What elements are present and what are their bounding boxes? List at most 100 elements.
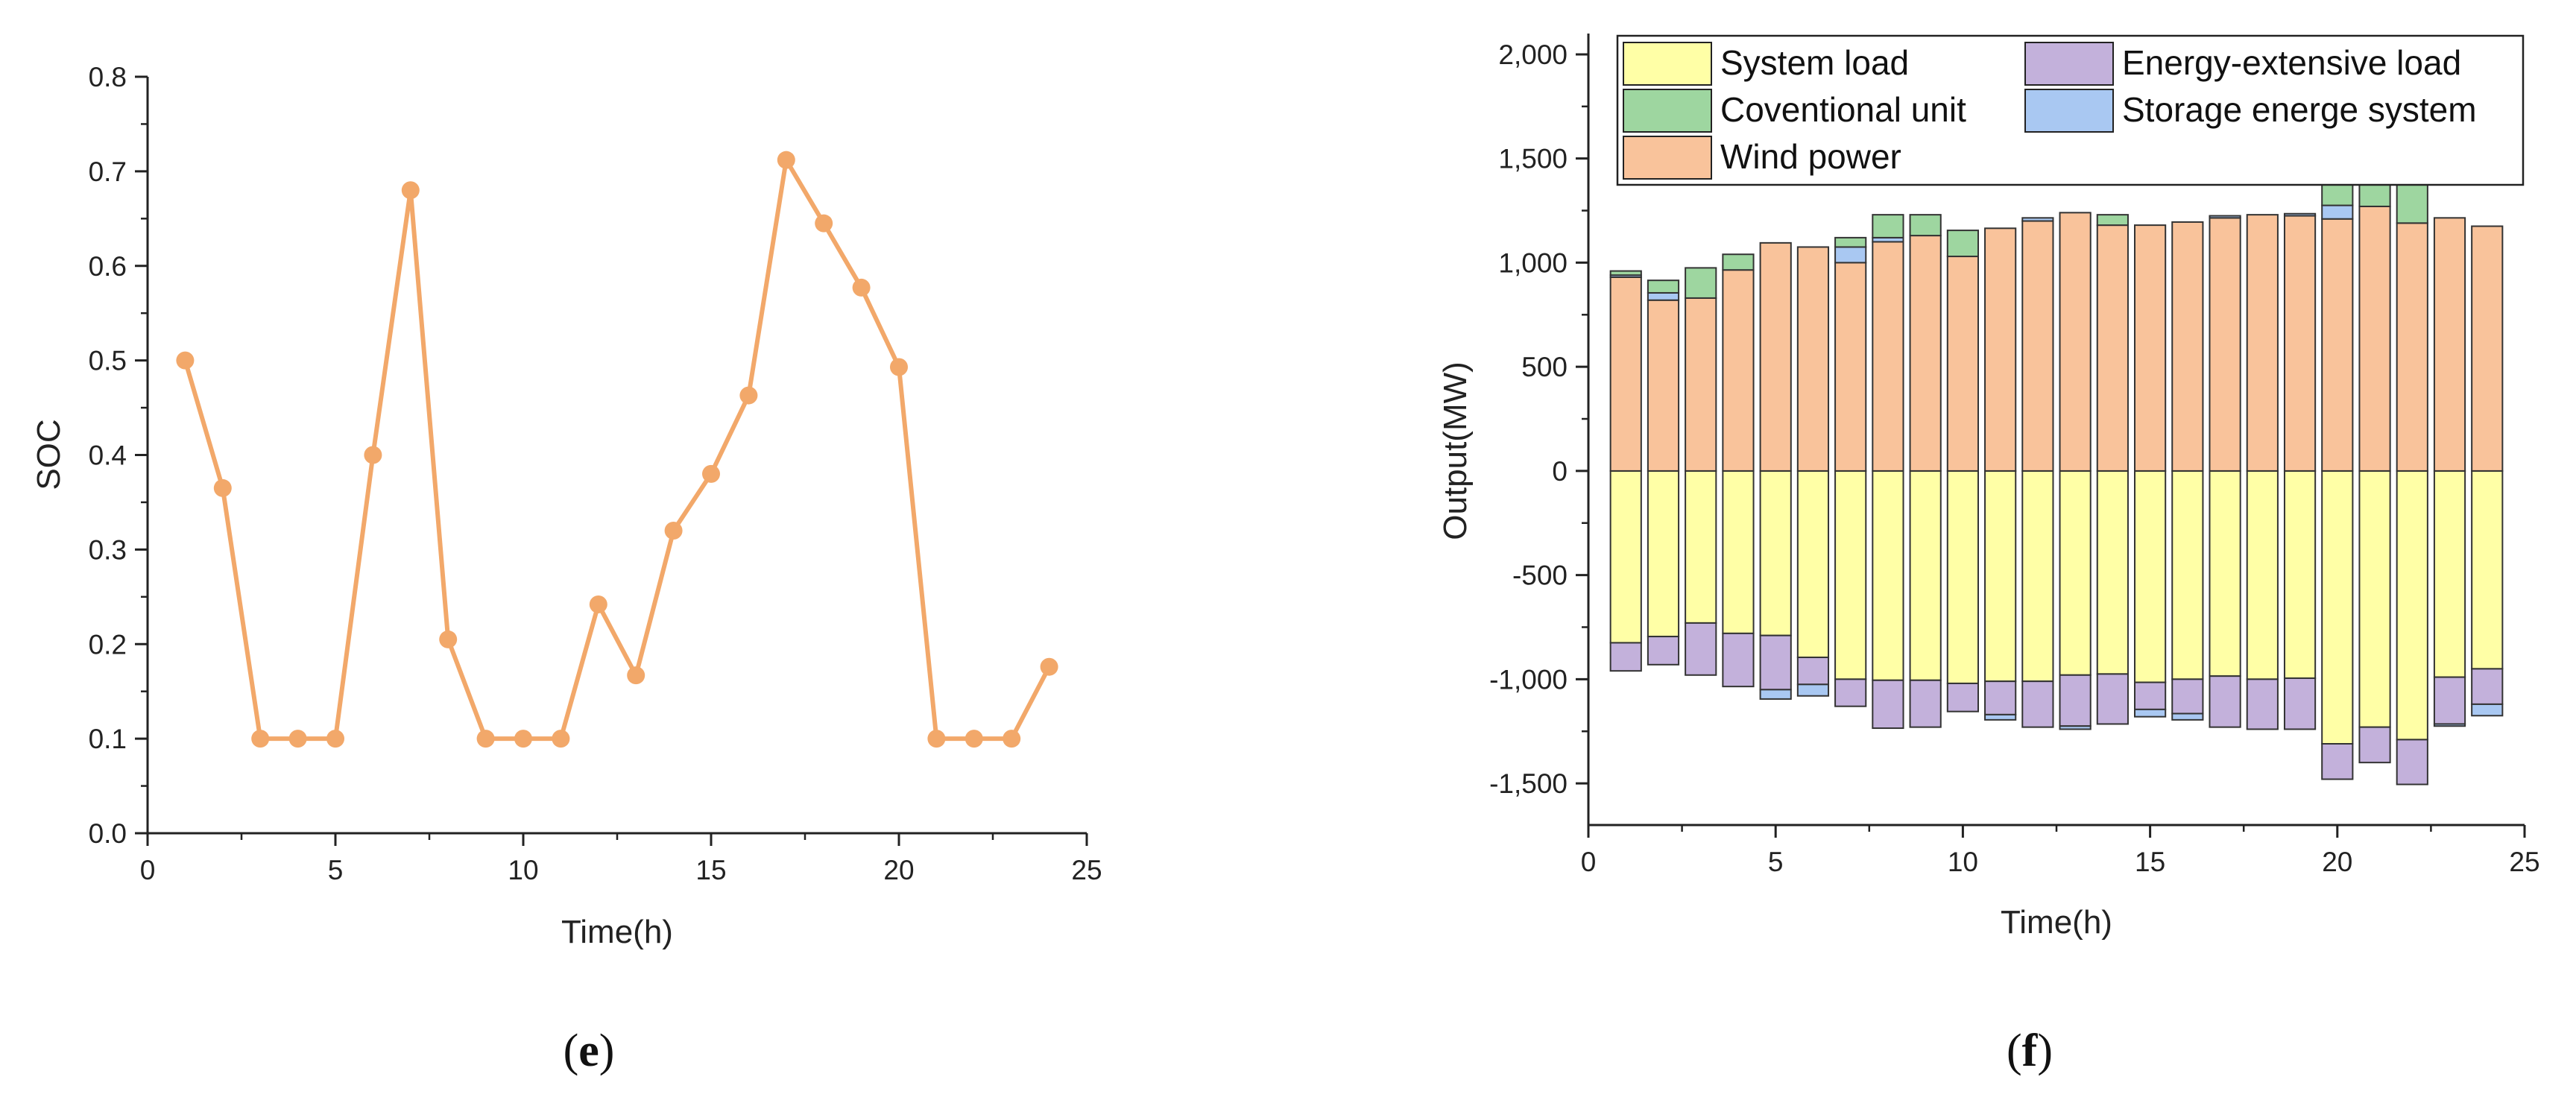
legend-swatch-conventional-unit [1623,89,1712,133]
output-y-tick-label: 1,500 [1498,144,1568,174]
bar-system-load [1984,470,2017,683]
bar-energy-extensive-load [2171,678,2204,715]
bar-system-load [2209,470,2241,677]
caption-f: (f) [2007,1026,2053,1076]
bar-system-load [2059,470,2092,676]
caption-e-close: ) [599,1026,615,1076]
bar-energy-extensive-load [2059,674,2092,727]
legend-label-system-load: System load [1720,43,1909,82]
bar-system-load [2021,470,2054,683]
output-x-tick-label: 10 [1948,847,1978,877]
caption-f-open: ( [2007,1026,2022,1076]
output-x-tick-label: 5 [1768,847,1784,877]
bar-system-load [1872,470,1904,681]
soc-point [739,386,758,405]
soc-series-line [183,157,1052,742]
bar-storage-energe-system [2433,723,2466,727]
bar-system-load [2358,470,2391,728]
soc-y-tick-label: 0.5 [89,346,127,376]
soc-point [326,730,344,748]
bar-energy-extensive-load [1609,642,1642,672]
soc-y-tick-label: 0.7 [89,157,127,187]
bar-coventional-unit [2096,214,2129,227]
soc-x-tick-label: 20 [883,855,914,885]
soc-point [664,522,683,540]
bar-energy-extensive-load [1909,679,1942,728]
bar-system-load [2396,470,2428,741]
soc-x-tick-label: 5 [328,855,344,885]
bar-coventional-unit [1722,253,1755,271]
output-x-ticks: 0 5 10 15 20 25 [1581,825,2540,877]
legend-swatch-energy-extensive-load [2024,42,2114,86]
bar-storage-energe-system [2471,703,2504,717]
soc-point [702,464,720,483]
soc-point [213,478,232,497]
bar-storage-energe-system [2171,712,2204,721]
soc-point [852,278,871,297]
bar-storage-energe-system [1759,689,1792,700]
output-x-tick-label: 15 [2135,847,2165,877]
soc-y-tick-label: 0.4 [89,440,127,471]
panel-f-output-chart: -1,500 -1,000 -500 0 500 1,000 1,500 2,000 0 5 10… [1437,34,2540,941]
legend-label-energy-extensive-load: Energy-extensive load [2122,43,2461,82]
bar-energy-extensive-load [1872,679,1904,730]
bar-system-load [2321,470,2354,745]
bar-energy-extensive-load [1722,632,1755,688]
bar-energy-extensive-load [1834,678,1867,707]
soc-x-tick-label: 25 [1071,855,1102,885]
bar-wind-power [2358,205,2391,472]
bar-coventional-unit [1647,279,1680,294]
bar-system-load [2134,470,2167,683]
bar-storage-energe-system [1647,291,1680,301]
bar-coventional-unit [1909,214,1942,237]
bar-energy-extensive-load [2396,739,2428,786]
soc-point [777,151,795,169]
caption-f-close: ) [2037,1026,2053,1076]
soc-point [1003,730,1021,748]
bar-system-load [1834,470,1867,680]
soc-x-ticks: 0 5 10 15 20 25 [140,833,1102,885]
soc-y-tick-label: 0.2 [89,629,127,660]
bar-system-load [2283,470,2317,679]
bar-system-load [1722,470,1755,634]
bar-energy-extensive-load [2096,673,2129,725]
soc-point [288,730,307,748]
soc-point [364,446,382,464]
bar-wind-power [2209,217,2241,472]
bar-wind-power [2134,224,2167,472]
output-x-tick-label: 25 [2509,847,2539,877]
bar-wind-power [1872,241,1904,472]
output-y-tick-label: 2,000 [1498,40,1568,70]
bar-system-load [1909,470,1942,681]
soc-y-tick-label: 0.0 [89,818,127,849]
bar-wind-power [2246,214,2279,472]
legend-label-wind-power: Wind power [1720,137,1901,176]
bar-energy-extensive-load [2134,681,2167,710]
output-y-tick-label: 1,000 [1498,247,1568,278]
soc-point [476,730,495,748]
bar-energy-extensive-load [2246,678,2279,730]
soc-point [890,358,908,376]
bar-wind-power [2321,218,2354,472]
output-y-tick-label: 500 [1521,352,1568,382]
legend-swatch-wind-power [1623,136,1712,180]
bar-wind-power [2396,222,2428,472]
bar-energy-extensive-load [2321,743,2354,780]
bar-wind-power [2059,212,2092,472]
soc-y-axis-title: SOC [31,419,67,490]
soc-point [251,730,270,748]
output-y-axis-title: Output(MW) [1437,361,1474,540]
bar-storage-energe-system [2021,217,2054,222]
soc-point [401,181,420,200]
output-x-tick-label: 0 [1581,847,1597,877]
bar-energy-extensive-load [2471,668,2504,705]
soc-point [176,351,195,370]
bar-wind-power [2171,221,2204,472]
bar-system-load [2246,470,2279,680]
soc-y-ticks: 0.0 0.1 0.2 0.3 0.4 0.5 0.6 0.7 0.8 [89,62,148,849]
output-y-tick-label: -1,500 [1489,768,1568,799]
bar-wind-power [1834,262,1867,472]
soc-point [514,730,532,748]
output-bars [1609,157,2504,786]
